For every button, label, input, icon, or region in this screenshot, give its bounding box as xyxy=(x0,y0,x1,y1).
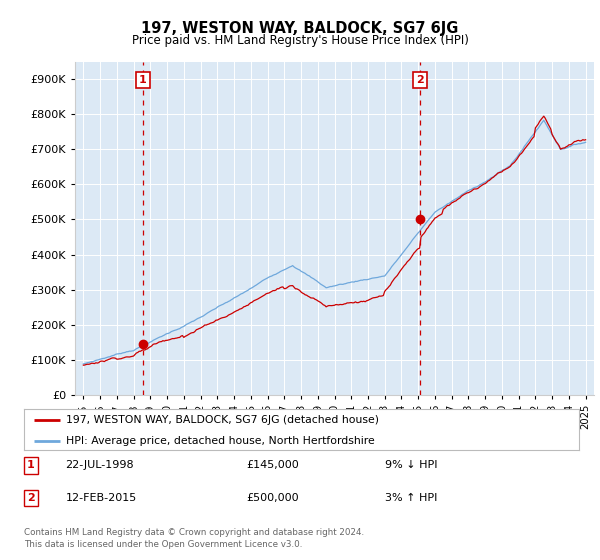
Text: Price paid vs. HM Land Registry's House Price Index (HPI): Price paid vs. HM Land Registry's House … xyxy=(131,34,469,46)
Text: 1: 1 xyxy=(27,460,35,470)
Text: 3% ↑ HPI: 3% ↑ HPI xyxy=(385,493,437,503)
Text: 12-FEB-2015: 12-FEB-2015 xyxy=(65,493,137,503)
Text: 22-JUL-1998: 22-JUL-1998 xyxy=(65,460,134,470)
Text: This data is licensed under the Open Government Licence v3.0.: This data is licensed under the Open Gov… xyxy=(24,540,302,549)
Text: £145,000: £145,000 xyxy=(246,460,299,470)
Text: 1: 1 xyxy=(139,75,146,85)
Text: 2: 2 xyxy=(416,75,424,85)
Text: 197, WESTON WAY, BALDOCK, SG7 6JG: 197, WESTON WAY, BALDOCK, SG7 6JG xyxy=(142,21,458,36)
Text: 9% ↓ HPI: 9% ↓ HPI xyxy=(385,460,437,470)
Text: 197, WESTON WAY, BALDOCK, SG7 6JG (detached house): 197, WESTON WAY, BALDOCK, SG7 6JG (detac… xyxy=(65,416,379,425)
Text: 2: 2 xyxy=(27,493,35,503)
Text: £500,000: £500,000 xyxy=(246,493,299,503)
Text: Contains HM Land Registry data © Crown copyright and database right 2024.: Contains HM Land Registry data © Crown c… xyxy=(24,528,364,536)
Text: HPI: Average price, detached house, North Hertfordshire: HPI: Average price, detached house, Nort… xyxy=(65,436,374,446)
